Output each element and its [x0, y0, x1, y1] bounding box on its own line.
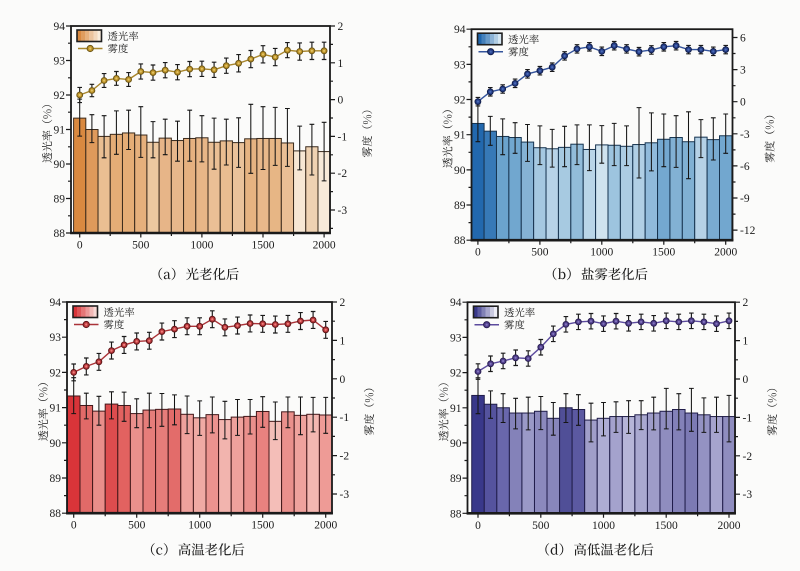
svg-text:6: 6 [740, 33, 746, 45]
svg-text:-3: -3 [338, 205, 348, 217]
svg-text:0: 0 [475, 520, 481, 532]
svg-text:1000: 1000 [592, 520, 615, 532]
svg-text:89: 89 [50, 473, 62, 485]
svg-text:0: 0 [71, 520, 77, 532]
svg-text:2000: 2000 [714, 247, 737, 259]
svg-text:2000: 2000 [313, 240, 336, 252]
svg-text:90: 90 [50, 438, 62, 450]
svg-text:0: 0 [743, 374, 749, 386]
svg-text:91: 91 [54, 125, 66, 137]
svg-text:91: 91 [50, 403, 62, 415]
svg-text:1500: 1500 [252, 240, 275, 252]
svg-text:-3: -3 [743, 489, 753, 501]
svg-text:2000: 2000 [718, 520, 741, 532]
svg-text:1000: 1000 [590, 247, 613, 259]
svg-text:2: 2 [743, 297, 749, 309]
svg-text:89: 89 [450, 473, 462, 485]
svg-text:-12: -12 [740, 225, 756, 237]
svg-text:90: 90 [454, 165, 466, 177]
svg-text:2: 2 [340, 297, 346, 309]
svg-text:1: 1 [340, 335, 346, 347]
svg-text:88: 88 [450, 508, 462, 520]
svg-text:0: 0 [475, 247, 481, 259]
svg-text:1: 1 [743, 336, 749, 348]
svg-text:1500: 1500 [251, 520, 274, 532]
svg-text:0: 0 [740, 97, 746, 109]
svg-text:0: 0 [77, 240, 83, 252]
svg-text:92: 92 [54, 90, 66, 102]
svg-text:93: 93 [50, 332, 62, 344]
svg-text:-2: -2 [743, 451, 753, 463]
svg-text:93: 93 [54, 56, 66, 68]
svg-text:-1: -1 [338, 131, 348, 143]
svg-text:-3: -3 [340, 489, 350, 501]
svg-text:-1: -1 [340, 412, 350, 424]
svg-text:-1: -1 [743, 412, 753, 424]
svg-text:92: 92 [50, 367, 62, 379]
svg-text:90: 90 [54, 159, 66, 171]
svg-text:-2: -2 [338, 168, 348, 180]
svg-text:1: 1 [338, 58, 344, 70]
svg-text:-2: -2 [340, 451, 350, 463]
svg-text:1500: 1500 [652, 247, 675, 259]
svg-text:88: 88 [54, 228, 66, 240]
svg-text:3: 3 [740, 65, 746, 77]
svg-text:500: 500 [132, 240, 150, 252]
svg-text:90: 90 [450, 438, 462, 450]
svg-text:94: 94 [50, 297, 62, 309]
svg-text:1000: 1000 [188, 520, 211, 532]
svg-text:2000: 2000 [314, 520, 337, 532]
svg-text:94: 94 [450, 297, 462, 309]
svg-text:-9: -9 [740, 193, 750, 205]
svg-text:91: 91 [450, 403, 462, 415]
svg-text:2: 2 [338, 21, 344, 33]
svg-text:94: 94 [454, 24, 466, 36]
svg-text:94: 94 [54, 21, 66, 33]
svg-text:93: 93 [454, 59, 466, 71]
svg-text:1000: 1000 [190, 240, 213, 252]
svg-text:89: 89 [454, 200, 466, 212]
svg-text:500: 500 [128, 520, 146, 532]
svg-text:92: 92 [450, 368, 462, 380]
svg-text:500: 500 [532, 520, 550, 532]
svg-text:93: 93 [450, 332, 462, 344]
svg-text:0: 0 [340, 374, 346, 386]
svg-text:500: 500 [531, 247, 549, 259]
svg-text:92: 92 [454, 95, 466, 107]
svg-text:0: 0 [338, 95, 344, 107]
svg-text:-3: -3 [740, 129, 750, 141]
svg-text:1500: 1500 [655, 520, 678, 532]
svg-text:89: 89 [54, 194, 66, 206]
svg-text:88: 88 [454, 235, 466, 247]
svg-text:91: 91 [454, 130, 466, 142]
svg-text:88: 88 [50, 508, 62, 520]
svg-text:-6: -6 [740, 161, 750, 173]
